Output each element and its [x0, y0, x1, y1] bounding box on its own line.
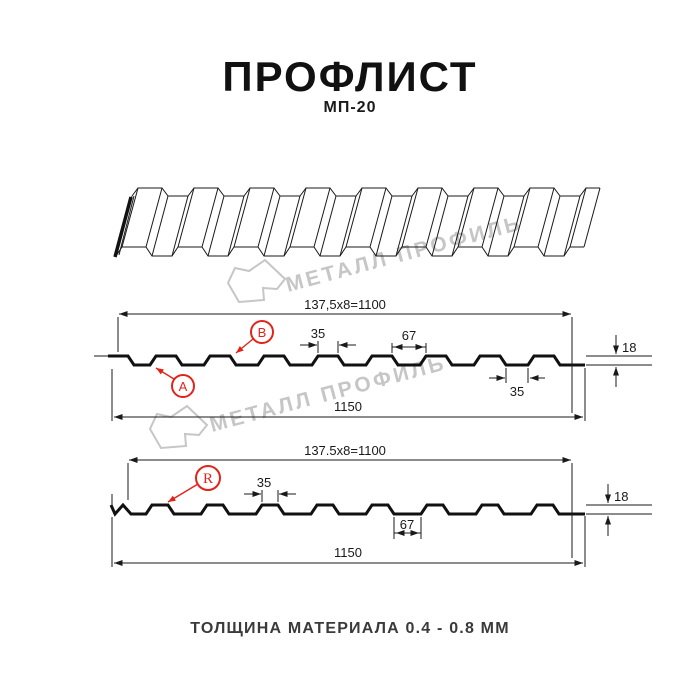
profile-outline — [109, 502, 585, 517]
dim-crest: 35 — [300, 326, 356, 353]
label-a-circle — [171, 374, 195, 398]
sheet-rib-lines — [115, 187, 601, 257]
dim-valley-value: 67 — [402, 328, 416, 343]
dim-pitch-value: 137.5x8=1100 — [304, 443, 386, 458]
label-r-circle — [195, 465, 221, 491]
section-r-drawing: 137.5x8=1100 35 67 1150 — [109, 443, 652, 567]
dim-valley: 67 — [393, 517, 422, 539]
dim-height-value: 18 — [614, 489, 628, 504]
dim-bottom-flat: 35 — [489, 368, 545, 399]
dim-valley: 67 — [391, 328, 427, 353]
label-b: B — [235, 320, 274, 354]
dim-bottom-flat-value: 35 — [510, 384, 524, 399]
sheet-bottom-edge — [115, 246, 584, 257]
label-b-letter: B — [258, 325, 267, 340]
dim-crest-value: 35 — [311, 326, 325, 341]
dim-valley-value: 67 — [400, 517, 414, 532]
profile-3d-view — [113, 187, 601, 258]
profile-model-label: МП-20 — [323, 99, 377, 116]
dim-crest: 35 — [244, 475, 296, 502]
label-a: A — [155, 367, 195, 398]
sheet-cut-edge-inner — [118, 195, 135, 256]
sheet-cut-edge — [113, 196, 133, 258]
dim-height: 18 — [586, 335, 652, 387]
metal-profil-logo-icon — [148, 404, 209, 450]
dim-total-value: 1150 — [334, 545, 362, 560]
dim-height: 18 — [586, 484, 652, 536]
dim-pitch: 137.5x8=1100 — [127, 443, 573, 558]
material-thickness-note: ТОЛЩИНА МАТЕРИАЛА 0.4 - 0.8 ММ — [190, 620, 510, 637]
dim-total: 1150 — [111, 516, 586, 567]
dim-total-value: 1150 — [334, 399, 362, 414]
label-a-letter: A — [179, 379, 188, 394]
profile-outline — [108, 354, 585, 367]
label-b-circle — [250, 320, 274, 344]
dim-total: 1150 — [111, 368, 586, 421]
label-r: R — [167, 465, 221, 503]
dim-pitch: 137,5x8=1100 — [117, 297, 573, 413]
dim-pitch-value: 137,5x8=1100 — [304, 297, 386, 312]
dim-height-value: 18 — [622, 340, 636, 355]
section-ab-drawing: 137,5x8=1100 35 67 35 — [94, 297, 652, 421]
label-r-letter: R — [203, 471, 213, 487]
page-title: ПРОФЛИСТ — [222, 53, 478, 100]
metal-profil-logo-icon — [226, 258, 287, 304]
dim-crest-value: 35 — [257, 475, 271, 490]
